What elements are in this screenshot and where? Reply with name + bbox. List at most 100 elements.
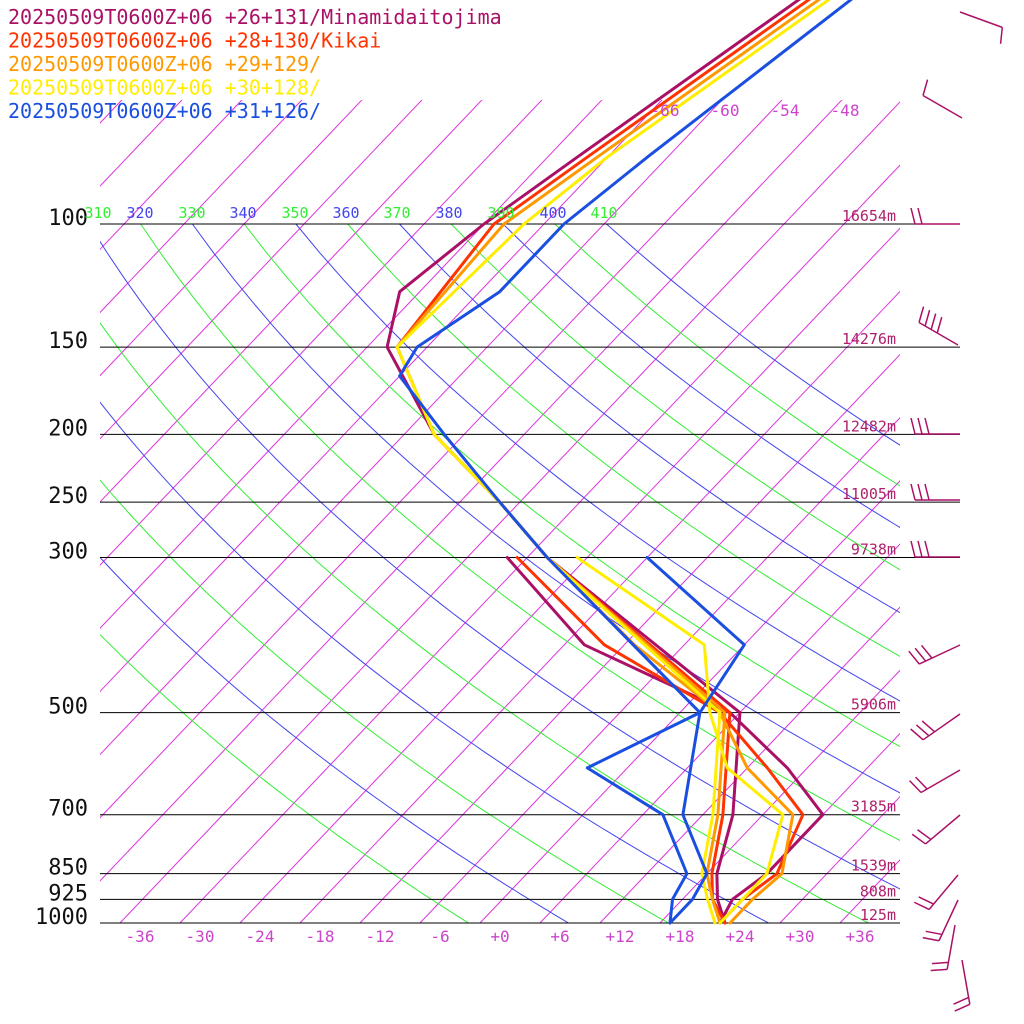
temp-tick-label: +36 bbox=[846, 927, 875, 946]
wind-barb bbox=[918, 306, 959, 346]
dry-adiabat-line bbox=[502, 223, 900, 529]
isotherm-line bbox=[100, 100, 423, 440]
isotherm-line bbox=[719, 732, 900, 923]
pressure-label: 700 bbox=[48, 797, 88, 822]
isotherm-line bbox=[899, 922, 900, 923]
height-label: 1539m bbox=[851, 857, 896, 875]
pressure-label: 850 bbox=[48, 856, 88, 881]
temp-tick-label: +0 bbox=[490, 927, 509, 946]
theta-label: 400 bbox=[539, 204, 566, 222]
profile-temp-5 bbox=[398, 0, 853, 925]
wind-barb-shaft bbox=[959, 11, 1004, 44]
temp-tick-label: -36 bbox=[126, 927, 155, 946]
theta-label: 410 bbox=[590, 204, 617, 222]
wind-barb-shaft bbox=[930, 924, 956, 972]
wind-barbs bbox=[908, 11, 1004, 1012]
profile-dew-1 bbox=[505, 556, 825, 925]
pressure-label: 925 bbox=[48, 881, 88, 906]
legend-entry: 20250509T0600Z+06 +28+130/Kikai bbox=[8, 29, 381, 53]
isotherm-line bbox=[100, 100, 483, 503]
wind-barb-shaft bbox=[910, 483, 960, 501]
isotherm-line bbox=[119, 101, 900, 923]
pressure-label: 200 bbox=[48, 416, 88, 441]
isotherm-line bbox=[100, 100, 603, 629]
temp-tick-label: +18 bbox=[666, 927, 695, 946]
temp-tick-label: +12 bbox=[606, 927, 635, 946]
wind-barb-shaft bbox=[909, 769, 961, 794]
pressure-label: 1000 bbox=[35, 905, 88, 930]
theta-label: 320 bbox=[126, 204, 153, 222]
wind-barb bbox=[910, 540, 960, 558]
isotherm-line bbox=[779, 795, 900, 923]
isotherm-line bbox=[0, 69, 31, 923]
isotherm-line bbox=[299, 290, 900, 923]
wind-barb-shaft bbox=[918, 306, 959, 346]
isotherm-line bbox=[100, 100, 363, 377]
wind-barb bbox=[959, 11, 1004, 44]
temp-tick-label: +6 bbox=[550, 927, 569, 946]
wind-barb bbox=[910, 417, 960, 435]
wind-barb-shaft bbox=[922, 79, 963, 119]
isotherm-line bbox=[599, 606, 900, 923]
sounding-profiles bbox=[385, 0, 853, 925]
wind-barb bbox=[922, 79, 963, 119]
top-temp-label: -66 bbox=[651, 101, 680, 120]
isotherm-line bbox=[100, 100, 303, 314]
wind-barb bbox=[910, 713, 961, 741]
theta-label: 330 bbox=[178, 204, 205, 222]
isotherm-line bbox=[179, 164, 900, 923]
wind-barb bbox=[911, 814, 961, 845]
isotherm-line bbox=[100, 100, 843, 882]
profile-dew-5 bbox=[585, 556, 746, 925]
isotherm-line bbox=[100, 100, 783, 819]
wind-barb bbox=[930, 924, 956, 972]
temp-tick-label: +24 bbox=[726, 927, 755, 946]
wind-barb bbox=[953, 959, 971, 1012]
height-label: 125m bbox=[860, 906, 896, 924]
wind-barb-shaft bbox=[913, 874, 959, 911]
top-temp-label: -60 bbox=[711, 101, 740, 120]
wind-barb-shaft bbox=[910, 207, 960, 225]
height-label: 11005m bbox=[842, 485, 896, 503]
theta-label: 380 bbox=[435, 204, 462, 222]
pressure-label: 250 bbox=[48, 484, 88, 509]
isotherm-line bbox=[100, 100, 663, 693]
dry-adiabat-line bbox=[140, 223, 900, 842]
wind-barb bbox=[908, 644, 961, 665]
pressure-label: 150 bbox=[48, 329, 88, 354]
pressure-level-lines bbox=[100, 223, 960, 924]
dry-adiabat-line bbox=[606, 223, 900, 446]
wind-barb-shaft bbox=[922, 899, 959, 942]
top-temp-label: -54 bbox=[771, 101, 800, 120]
height-label: 3185m bbox=[851, 798, 896, 816]
wind-barb-shaft bbox=[910, 417, 960, 435]
height-label: 9738m bbox=[851, 541, 896, 559]
theta-label: 390 bbox=[487, 204, 514, 222]
profile-dew-4 bbox=[575, 556, 785, 925]
temp-tick-label: -12 bbox=[366, 927, 395, 946]
dry-adiabat-line bbox=[243, 223, 900, 748]
profile-temp-1 bbox=[385, 0, 801, 925]
wind-barb bbox=[909, 769, 961, 794]
wind-barb-shaft bbox=[910, 540, 960, 558]
isotherm-line bbox=[479, 480, 900, 923]
temp-tick-label: -30 bbox=[186, 927, 215, 946]
isotherm-line bbox=[539, 543, 900, 923]
legend-entry: 20250509T0600Z+06 +30+128/ bbox=[8, 76, 321, 100]
legend-entry: 20250509T0600Z+06 +31+126/ bbox=[8, 99, 321, 123]
height-label: 16654m bbox=[842, 207, 896, 225]
isotherm-line bbox=[239, 227, 900, 923]
theta-label: 360 bbox=[332, 204, 359, 222]
dry-adiabat-line bbox=[100, 240, 900, 890]
height-label: 14276m bbox=[842, 330, 896, 348]
wind-barb bbox=[913, 874, 959, 911]
legend-entry: 20250509T0600Z+06 +26+131/Minamidaitojim… bbox=[8, 5, 502, 29]
wind-barb-shaft bbox=[911, 814, 961, 845]
height-label: 12482m bbox=[842, 417, 896, 435]
theta-label: 350 bbox=[281, 204, 308, 222]
temp-tick-label: -24 bbox=[246, 927, 275, 946]
temp-tick-label: +30 bbox=[786, 927, 815, 946]
wind-barb-shaft bbox=[910, 713, 961, 741]
